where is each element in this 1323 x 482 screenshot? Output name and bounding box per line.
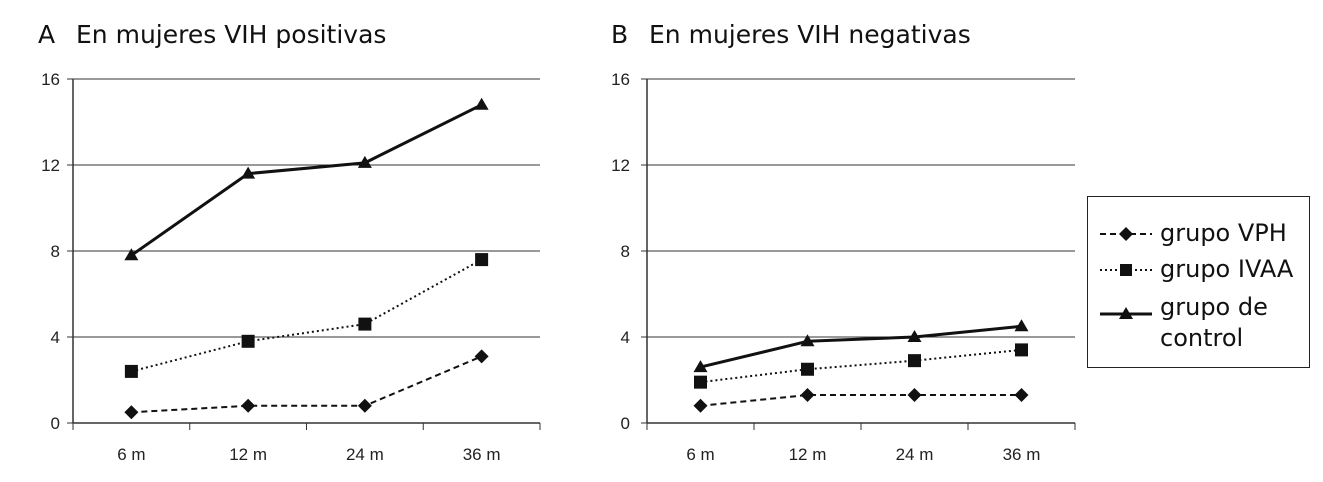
panel-b-point-ivaa-0	[694, 375, 707, 389]
panel-a-point-vph-0	[124, 405, 139, 420]
panel-b-title-text: En mujeres VIH negativas	[649, 20, 971, 49]
panel-a-title: A En mujeres VIH positivas	[38, 20, 386, 49]
panel-b-ytick-label-0: 0	[621, 414, 630, 433]
panel-b-xtick-label-1: 12 m	[789, 445, 827, 464]
panel-b-point-control-3	[1014, 319, 1029, 332]
legend-label-vph: grupo VPH	[1160, 219, 1287, 247]
panel-b-ytick-label-4: 4	[621, 328, 630, 347]
panel-b-line-control	[700, 324, 1022, 369]
panel-a-xtick-label-1: 12 m	[229, 445, 267, 464]
panel-b-line-vph	[700, 394, 1022, 407]
panel-b-point-control-1	[800, 334, 815, 347]
panel-b-ytick-label-8: 8	[621, 242, 630, 261]
panel-b-ytick-label-16: 16	[611, 70, 630, 89]
panel-a-line-vph	[131, 355, 483, 414]
legend-item-control: grupo de control	[1088, 293, 1311, 363]
panel-a-ytick-label-0: 0	[51, 414, 60, 433]
panel-a-letter: A	[38, 20, 56, 49]
panel-a-point-ivaa-1	[241, 334, 255, 348]
panel-b-xtick-label-0: 6 m	[686, 445, 714, 464]
legend-swatch-ivaa	[1100, 264, 1152, 276]
panel-b-line-ivaa	[700, 348, 1022, 384]
panel-b-ytick-label-12: 12	[611, 156, 630, 175]
panel-b-point-ivaa-2	[908, 354, 921, 368]
panel-a-ytick-label-12: 12	[41, 156, 60, 175]
panel-a-line-control	[130, 103, 483, 257]
panel-b-point-ivaa-3	[1015, 343, 1028, 357]
panel-a-point-control-3	[474, 97, 489, 110]
panel-a-point-control-1	[241, 166, 256, 179]
legend-item-vph: grupo VPH	[1088, 219, 1311, 249]
panel-b-point-vph-1	[800, 388, 815, 403]
panel-a-point-ivaa-2	[358, 317, 372, 331]
legend-label-control: grupo de control	[1160, 293, 1268, 352]
panel-a-ytick-label-8: 8	[51, 242, 60, 261]
legend-swatch-vph	[1100, 227, 1152, 241]
panel-a-point-vph-2	[357, 398, 372, 413]
panel-b-letter: B	[611, 20, 629, 49]
panel-b-point-ivaa-1	[801, 362, 814, 376]
panel-b-point-control-2	[907, 330, 922, 342]
panel-a-point-control-0	[124, 248, 139, 261]
panel-b-point-vph-0	[693, 398, 708, 413]
panel-a-xtick-label-2: 24 m	[346, 445, 384, 464]
panel-a-point-ivaa-0	[124, 364, 138, 378]
panel-a-title-text: En mujeres VIH positivas	[76, 20, 387, 49]
panel-a-point-control-2	[357, 155, 372, 168]
panel-a-ytick-label-16: 16	[41, 70, 60, 89]
legend-swatch-control	[1100, 307, 1152, 319]
panel-b-xtick-label-3: 36 m	[1003, 445, 1041, 464]
panel-b-point-control-0	[693, 360, 708, 373]
legend: grupo VPH grupo IVAA grupo de control	[1087, 196, 1310, 368]
legend-item-ivaa: grupo IVAA	[1088, 255, 1311, 285]
panel-a-ytick-label-4: 4	[51, 328, 60, 347]
panel-a-line-ivaa	[131, 258, 483, 373]
panel-a-xtick-label-0: 6 m	[117, 445, 145, 464]
panel-b-point-vph-2	[907, 388, 922, 403]
panel-b-point-vph-3	[1014, 388, 1029, 403]
panel-a-point-vph-1	[241, 398, 256, 413]
panel-a-point-vph-3	[474, 349, 489, 364]
panel-a-xtick-label-3: 36 m	[463, 445, 501, 464]
panel-b-xtick-label-2: 24 m	[896, 445, 934, 464]
panel-b-title: B En mujeres VIH negativas	[611, 20, 971, 49]
panel-a-point-ivaa-3	[475, 253, 489, 267]
legend-label-ivaa: grupo IVAA	[1160, 255, 1294, 283]
